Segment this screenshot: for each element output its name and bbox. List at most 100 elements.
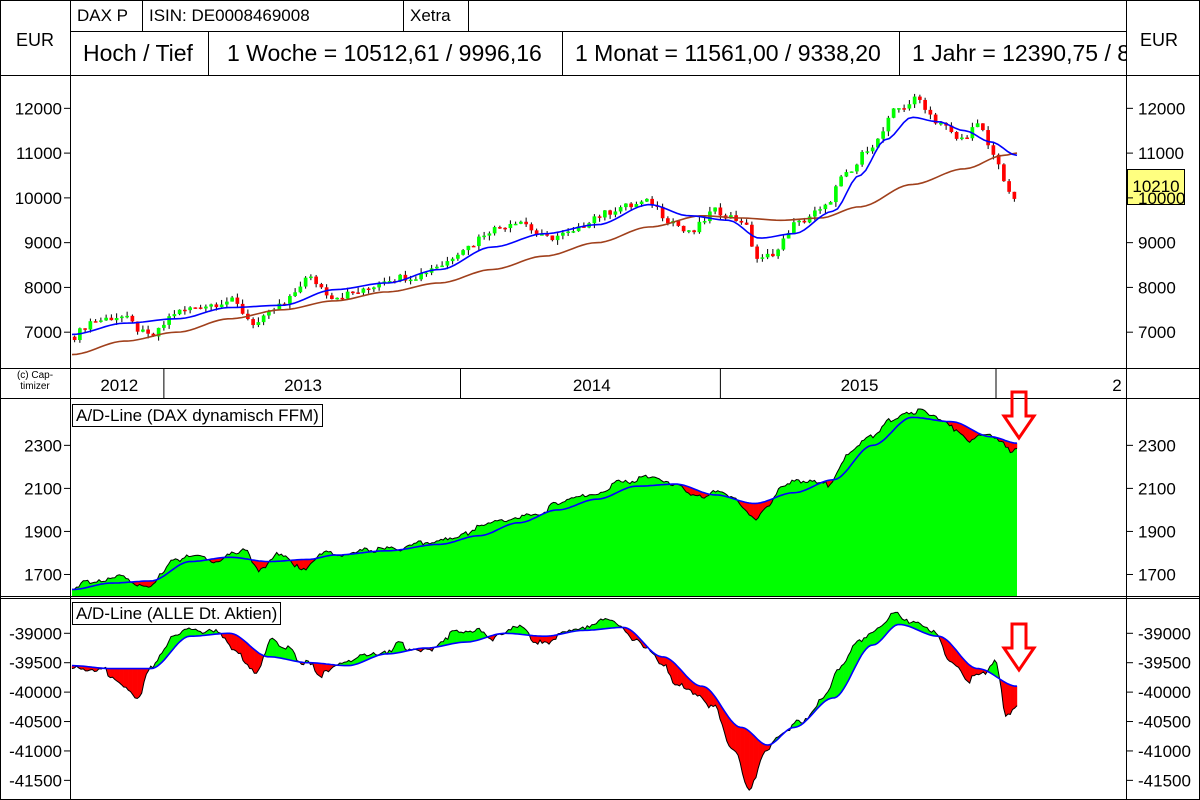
candle-up (797, 220, 801, 223)
candle-down (235, 297, 240, 304)
candle-up (482, 235, 486, 238)
band-up (458, 631, 462, 643)
band-down (231, 633, 235, 651)
candle-down (151, 333, 156, 337)
candle-down (146, 329, 150, 334)
y-tick-label-left: 2100 (24, 479, 62, 498)
y-tick-label-right: -41500 (1138, 771, 1191, 790)
candle-down (403, 274, 408, 281)
candle-up (687, 230, 691, 232)
candle-up (645, 198, 649, 202)
candle-up (561, 232, 565, 236)
range-title: Hoch / Tief (71, 32, 209, 75)
candle-down (534, 230, 539, 235)
candle-up (172, 314, 177, 317)
candle-up (576, 226, 581, 232)
candle-up (855, 164, 859, 172)
candle-down (902, 108, 906, 110)
band-up (895, 612, 898, 626)
y-tick-label-right: -40500 (1138, 713, 1191, 732)
candle-up (424, 272, 429, 275)
candle-up (834, 186, 838, 203)
candle-up (162, 324, 166, 328)
candle-up (487, 233, 492, 236)
candle-down (608, 210, 612, 215)
candle-up (571, 231, 576, 233)
candle-down (660, 206, 665, 219)
panel3-title: A/D-Line (ALLE Dt. Aktien) (72, 602, 282, 625)
ad-line (71, 611, 1018, 791)
symbol-label: DAX P (71, 0, 143, 31)
y-tick-label-left: 7000 (24, 323, 62, 342)
candle-up (387, 281, 392, 283)
candle-up (209, 304, 213, 307)
header-bar: EUR EUR DAX P ISIN: DE0008469008 Xetra H… (0, 0, 1200, 76)
candle-up (870, 147, 875, 152)
candle-down (251, 319, 255, 326)
candle-up (114, 318, 119, 321)
candle-down (949, 125, 954, 133)
candle-up (419, 273, 423, 280)
band-up (454, 629, 457, 644)
candle-down (524, 221, 528, 225)
band-down (121, 668, 124, 688)
y-tick-label-left: 11000 (16, 144, 62, 163)
band-up (470, 630, 473, 643)
year-label: 2013 (284, 376, 322, 395)
band-up (281, 646, 284, 659)
year-label: 2015 (841, 376, 879, 395)
candle-down (666, 218, 670, 224)
y-tick-label-right: -39000 (1138, 624, 1191, 643)
band-down (728, 717, 732, 749)
candle-up (513, 223, 518, 226)
y-tick-label-left: -39500 (9, 654, 62, 673)
candle-up (219, 304, 224, 308)
y-tick-label-left: -40500 (9, 713, 62, 732)
candle-down (1012, 191, 1017, 199)
band-up (839, 664, 842, 696)
candle-down (471, 245, 476, 248)
candle-up (760, 257, 765, 259)
candle-up (261, 315, 266, 323)
arrows (1001, 390, 1037, 673)
arrow-down-icon (1001, 622, 1037, 673)
candle-up (634, 204, 639, 208)
candle-up (230, 297, 234, 302)
candle-down (340, 297, 345, 300)
candle-up (303, 277, 308, 287)
candle-up (99, 320, 103, 322)
candle-up (408, 279, 413, 282)
candle-up (702, 221, 707, 223)
ad-line-dax-panel: 1700 1700 1900 1900 2100 2100 2300 2300 (24, 408, 1176, 596)
y-tick-label-left: -41500 (9, 771, 62, 790)
band-down (242, 639, 246, 664)
band-down (1010, 441, 1013, 453)
candle-up (876, 138, 880, 148)
candle-up (456, 254, 460, 259)
y-tick-label-right: 2300 (1138, 436, 1176, 455)
candle-up (309, 276, 313, 279)
candle-up (765, 253, 770, 258)
band-up (605, 618, 608, 629)
candle-up (792, 222, 796, 233)
band-down (731, 720, 734, 751)
band-up (461, 631, 464, 643)
candle-up (844, 172, 849, 177)
candle-down (755, 246, 759, 259)
candle-down (314, 276, 318, 285)
header-row2: Hoch / Tief 1 Woche = 10512,61 / 9996,16… (71, 32, 1126, 75)
band-up (515, 626, 518, 635)
candle-down (965, 137, 969, 140)
candle-up (639, 201, 644, 205)
band-up (272, 637, 275, 658)
band-down (110, 668, 113, 678)
ad-line (71, 408, 1018, 590)
candle-down (366, 288, 371, 291)
band-down (967, 662, 970, 684)
y-tick-label-left: 9000 (24, 234, 62, 253)
y-tick-label-right: -39500 (1138, 654, 1191, 673)
band-up (836, 669, 840, 698)
candle-up (445, 261, 450, 266)
